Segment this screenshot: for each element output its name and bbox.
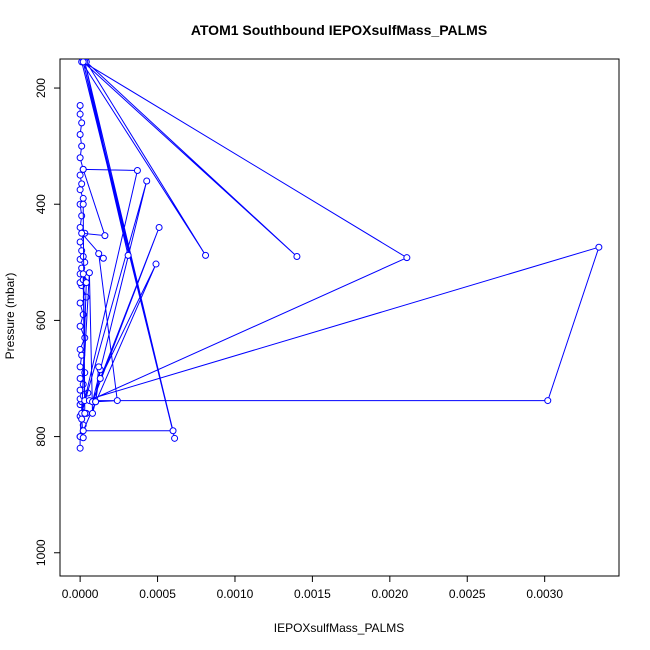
data-point xyxy=(79,434,87,442)
data-point xyxy=(403,254,411,262)
data-point xyxy=(79,194,87,202)
data-point xyxy=(76,171,84,179)
x-axis: 0.0000 0.0005 0.0010 0.0015 0.0020 0.0025 0.00… xyxy=(62,575,563,601)
data-point xyxy=(78,415,86,423)
plot-area xyxy=(76,59,603,452)
data-point xyxy=(95,250,103,258)
x-tick-label: 0.0000 xyxy=(62,587,99,601)
data-point xyxy=(76,131,84,139)
data-point xyxy=(293,253,301,261)
data-point xyxy=(76,110,84,118)
y-axis-label: Pressure (mbar) xyxy=(3,273,17,360)
data-point xyxy=(202,251,210,259)
data-point xyxy=(76,322,84,330)
data-point xyxy=(76,101,84,109)
data-point xyxy=(79,165,87,173)
data-point xyxy=(78,142,86,150)
data-point xyxy=(143,177,151,185)
data-point xyxy=(78,229,86,237)
data-point xyxy=(124,251,132,259)
y-tick-label: 400 xyxy=(34,194,48,214)
data-point xyxy=(133,167,141,175)
data-point xyxy=(152,260,160,268)
data-point xyxy=(79,427,87,435)
y-axis: 200 400 600 800 1000 xyxy=(34,78,61,566)
data-point xyxy=(76,444,84,452)
data-point xyxy=(544,397,552,405)
data-point xyxy=(171,434,179,442)
y-tick-label: 600 xyxy=(34,310,48,330)
data-point xyxy=(76,238,84,246)
x-tick-label: 0.0015 xyxy=(294,587,331,601)
x-tick-label: 0.0025 xyxy=(449,587,486,601)
data-point xyxy=(76,154,84,162)
x-axis-label: IEPOXsulfMass_PALMS xyxy=(274,621,405,635)
data-point xyxy=(76,374,84,382)
data-point xyxy=(595,243,603,251)
x-tick-label: 0.0030 xyxy=(526,587,563,601)
data-point xyxy=(96,374,104,382)
data-point xyxy=(95,363,103,371)
data-point xyxy=(89,409,97,417)
data-point xyxy=(85,269,93,277)
data-point xyxy=(113,397,121,405)
data-point xyxy=(76,345,84,353)
data-point xyxy=(92,398,100,406)
data-point xyxy=(81,409,89,417)
y-tick-label: 1000 xyxy=(34,539,48,566)
data-point xyxy=(79,200,87,208)
chart-title: ATOM1 Southbound IEPOXsulfMass_PALMS xyxy=(191,22,487,38)
data-point xyxy=(101,232,109,240)
data-point xyxy=(82,279,90,287)
data-point xyxy=(76,223,84,231)
data-point xyxy=(99,254,107,262)
data-point xyxy=(76,299,84,307)
y-tick-label: 200 xyxy=(34,78,48,98)
series-line xyxy=(79,61,600,439)
data-point xyxy=(79,59,87,66)
data-point xyxy=(79,270,87,278)
data-point xyxy=(76,186,84,194)
x-tick-label: 0.0010 xyxy=(217,587,254,601)
data-point xyxy=(78,180,86,188)
data-point xyxy=(78,119,86,127)
y-tick-label: 800 xyxy=(34,426,48,446)
data-point xyxy=(155,223,163,231)
x-tick-label: 0.0005 xyxy=(139,587,176,601)
x-tick-label: 0.0020 xyxy=(371,587,408,601)
data-point xyxy=(169,427,177,435)
data-point xyxy=(76,363,84,371)
